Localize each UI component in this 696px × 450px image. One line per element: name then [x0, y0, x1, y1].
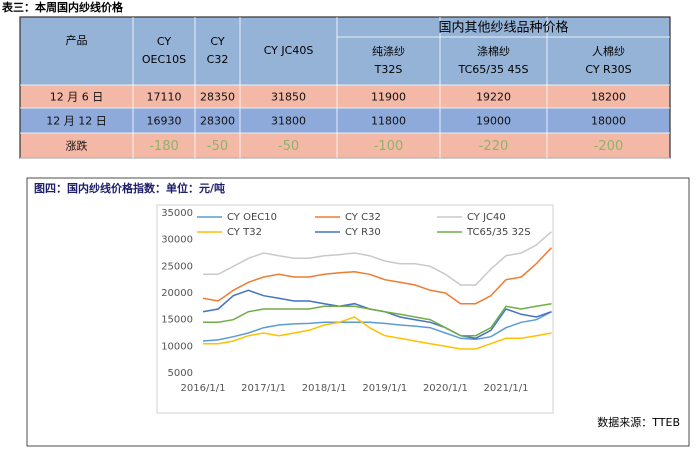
- column-header: OEC10S: [142, 53, 186, 66]
- x-tick-label: 2017/1/1: [241, 383, 286, 394]
- column-header: CY: [157, 35, 171, 48]
- y-tick-label: 15000: [161, 315, 193, 326]
- cell-value: -220: [479, 139, 509, 154]
- cell-value: 18200: [591, 91, 626, 104]
- legend-label: CY T32: [227, 227, 262, 238]
- legend-label: TC65/35 32S: [466, 227, 531, 238]
- cell-value: 28350: [200, 91, 235, 104]
- y-tick-label: 5000: [168, 368, 193, 379]
- plot-frame: [156, 204, 554, 414]
- column-header: CY: [210, 35, 224, 48]
- column-header: 人棉纱: [592, 44, 625, 58]
- row-label: 12 月 6 日: [50, 91, 104, 104]
- table-title: 表三：本周国内纱线价格: [1, 0, 124, 14]
- cell-value: 11900: [371, 91, 406, 104]
- series-line: [203, 302, 552, 337]
- column-header: TC65/35 45S: [458, 63, 529, 76]
- group-header: 国内其他纱线品种价格: [438, 20, 568, 36]
- x-tick-label: 2019/1/1: [362, 383, 407, 394]
- column-header: C32: [207, 53, 229, 66]
- row-label: 涨跌: [66, 139, 88, 153]
- column-header: CY JC40S: [264, 44, 314, 57]
- y-tick-label: 20000: [161, 288, 193, 299]
- legend-label: CY JC40: [467, 212, 506, 223]
- source: 数据来源：TTEB: [597, 415, 680, 429]
- column-header: 涤棉纱: [477, 44, 510, 58]
- x-tick-label: 2016/1/1: [181, 383, 226, 394]
- series-line: [202, 247, 553, 305]
- x-tick-label: 2018/1/1: [302, 383, 347, 394]
- cell-value: 31850: [271, 91, 306, 104]
- series-line: [202, 311, 552, 342]
- cell-value: 19220: [476, 91, 511, 104]
- series-line: [203, 316, 552, 350]
- cell-value: 11800: [371, 115, 406, 128]
- legend-label: CY C32: [345, 212, 381, 223]
- y-tick-label: 30000: [161, 235, 193, 246]
- header-bg: [20, 17, 670, 85]
- series-line: [203, 231, 552, 286]
- cell-value: 28300: [200, 115, 235, 128]
- cell-value: -180: [149, 139, 179, 154]
- column-header: CY R30S: [585, 63, 631, 76]
- cell-value: 19000: [476, 115, 511, 128]
- cell-value: -50: [207, 139, 228, 154]
- legend-label: CY R30: [345, 227, 381, 238]
- legend-label: CY OEC10: [227, 212, 277, 223]
- cell-value: 18000: [591, 115, 626, 128]
- y-tick-label: 25000: [161, 261, 193, 272]
- x-tick-label: 2021/1/1: [484, 383, 529, 394]
- column-header: T32S: [374, 63, 403, 76]
- x-tick-label: 2020/1/1: [423, 383, 468, 394]
- column-header: 产品: [66, 33, 88, 47]
- column-header: 纯涤纱: [372, 44, 405, 58]
- row-bg: [20, 85, 670, 108]
- cell-value: 31800: [271, 115, 306, 128]
- y-tick-label: 10000: [161, 341, 193, 352]
- row-bg: [20, 133, 670, 158]
- cell-value: -200: [594, 139, 624, 154]
- cell-value: 17110: [147, 91, 182, 104]
- row-bg: [20, 108, 670, 133]
- cell-value: -50: [278, 139, 299, 154]
- y-tick-label: 35000: [161, 208, 193, 219]
- chart-title: 图四：国内纱线价格指数：单位：元/吨: [34, 181, 225, 195]
- cell-value: -100: [374, 139, 404, 154]
- row-label: 12 月 12 日: [46, 115, 106, 128]
- cell-value: 16930: [147, 115, 182, 128]
- chart-box: [26, 177, 690, 447]
